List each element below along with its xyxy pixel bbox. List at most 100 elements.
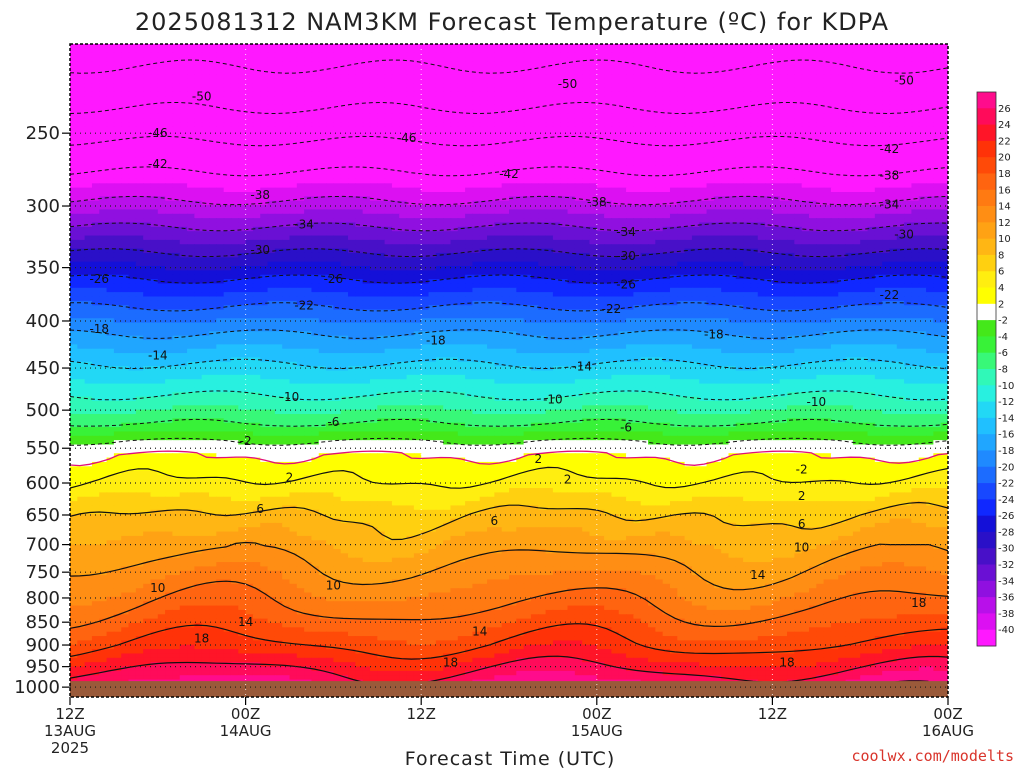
heatmap-cell xyxy=(319,179,327,184)
heatmap-cell xyxy=(707,218,715,223)
heatmap-cell xyxy=(707,157,715,162)
heatmap-cell xyxy=(355,192,363,197)
heatmap-cell xyxy=(282,48,290,53)
heatmap-cell xyxy=(458,53,466,58)
heatmap-cell xyxy=(648,205,656,210)
heatmap-cell xyxy=(750,188,758,193)
heatmap-cell xyxy=(685,57,693,62)
heatmap-cell xyxy=(304,144,312,149)
heatmap-cell xyxy=(414,70,422,75)
heatmap-cell xyxy=(926,218,934,223)
heatmap-cell xyxy=(604,79,612,84)
heatmap-cell xyxy=(626,183,634,188)
heatmap-cell xyxy=(187,214,195,219)
heatmap-cell xyxy=(216,101,224,106)
heatmap-cell xyxy=(194,222,202,227)
heatmap-cell xyxy=(99,175,107,180)
heatmap-cell xyxy=(377,114,385,119)
heatmap-cell xyxy=(685,101,693,106)
heatmap-cell xyxy=(77,57,85,62)
heatmap-cell xyxy=(472,79,480,84)
heatmap-cell xyxy=(70,135,78,140)
heatmap-cell xyxy=(209,148,217,153)
heatmap-cell xyxy=(282,66,290,71)
heatmap-cell xyxy=(868,205,876,210)
heatmap-cell xyxy=(721,88,729,93)
heatmap-cell xyxy=(750,48,758,53)
heatmap-cell xyxy=(363,74,371,79)
heatmap-cell xyxy=(129,101,137,106)
heatmap-cell xyxy=(904,88,912,93)
heatmap-cell xyxy=(194,188,202,193)
heatmap-cell xyxy=(326,140,334,145)
heatmap-cell xyxy=(99,214,107,219)
heatmap-cell xyxy=(838,74,846,79)
heatmap-cell xyxy=(707,61,715,66)
heatmap-cell xyxy=(758,218,766,223)
heatmap-cell xyxy=(633,148,641,153)
heatmap-cell xyxy=(465,144,473,149)
heatmap-cell xyxy=(275,153,283,158)
heatmap-cell xyxy=(714,140,722,145)
heatmap-cell xyxy=(180,48,188,53)
heatmap-cell xyxy=(663,157,671,162)
heatmap-cell xyxy=(231,148,239,153)
heatmap-cell xyxy=(758,201,766,206)
heatmap-cell xyxy=(268,131,276,136)
heatmap-cell xyxy=(655,114,663,119)
heatmap-cell xyxy=(743,162,751,167)
heatmap-cell xyxy=(750,201,758,206)
heatmap-cell xyxy=(663,122,671,127)
heatmap-cell xyxy=(377,48,385,53)
heatmap-cell xyxy=(224,66,232,71)
heatmap-cell xyxy=(450,48,458,53)
heatmap-cell xyxy=(502,222,510,227)
heatmap-cell xyxy=(626,218,634,223)
heatmap-cell xyxy=(904,153,912,158)
heatmap-cell xyxy=(546,48,554,53)
heatmap-cell xyxy=(582,74,590,79)
heatmap-cell xyxy=(794,170,802,175)
heatmap-cell xyxy=(77,74,85,79)
heatmap-cell xyxy=(399,222,407,227)
heatmap-cell xyxy=(889,218,897,223)
heatmap-cell xyxy=(326,61,334,66)
heatmap-cell xyxy=(436,88,444,93)
heatmap-cell xyxy=(436,218,444,223)
heatmap-cell xyxy=(341,127,349,132)
heatmap-cell xyxy=(553,175,561,180)
heatmap-cell xyxy=(231,101,239,106)
heatmap-cell xyxy=(407,70,415,75)
heatmap-cell xyxy=(538,140,546,145)
heatmap-cell xyxy=(904,92,912,97)
heatmap-cell xyxy=(465,83,473,88)
heatmap-cell xyxy=(502,53,510,58)
heatmap-cell xyxy=(604,140,612,145)
heatmap-cell xyxy=(143,66,151,71)
heatmap-cell xyxy=(246,61,254,66)
heatmap-cell xyxy=(860,101,868,106)
heatmap-cell xyxy=(787,48,795,53)
heatmap-cell xyxy=(85,101,93,106)
heatmap-cell xyxy=(765,127,773,132)
heatmap-cell xyxy=(194,192,202,197)
heatmap-cell xyxy=(553,205,561,210)
heatmap-cell xyxy=(253,118,261,123)
heatmap-cell xyxy=(911,96,919,101)
heatmap-cell xyxy=(341,188,349,193)
heatmap-cell xyxy=(546,131,554,136)
heatmap-cell xyxy=(465,166,473,171)
heatmap-cell xyxy=(107,48,115,53)
heatmap-cell xyxy=(729,214,737,219)
heatmap-cell xyxy=(187,218,195,223)
heatmap-cell xyxy=(194,196,202,201)
heatmap-cell xyxy=(677,205,685,210)
heatmap-cell xyxy=(165,114,173,119)
heatmap-cell xyxy=(187,148,195,153)
heatmap-cell xyxy=(275,96,283,101)
heatmap-cell xyxy=(341,148,349,153)
heatmap-cell xyxy=(531,209,539,214)
heatmap-cell xyxy=(509,48,517,53)
heatmap-cell xyxy=(297,157,305,162)
heatmap-cell xyxy=(707,74,715,79)
